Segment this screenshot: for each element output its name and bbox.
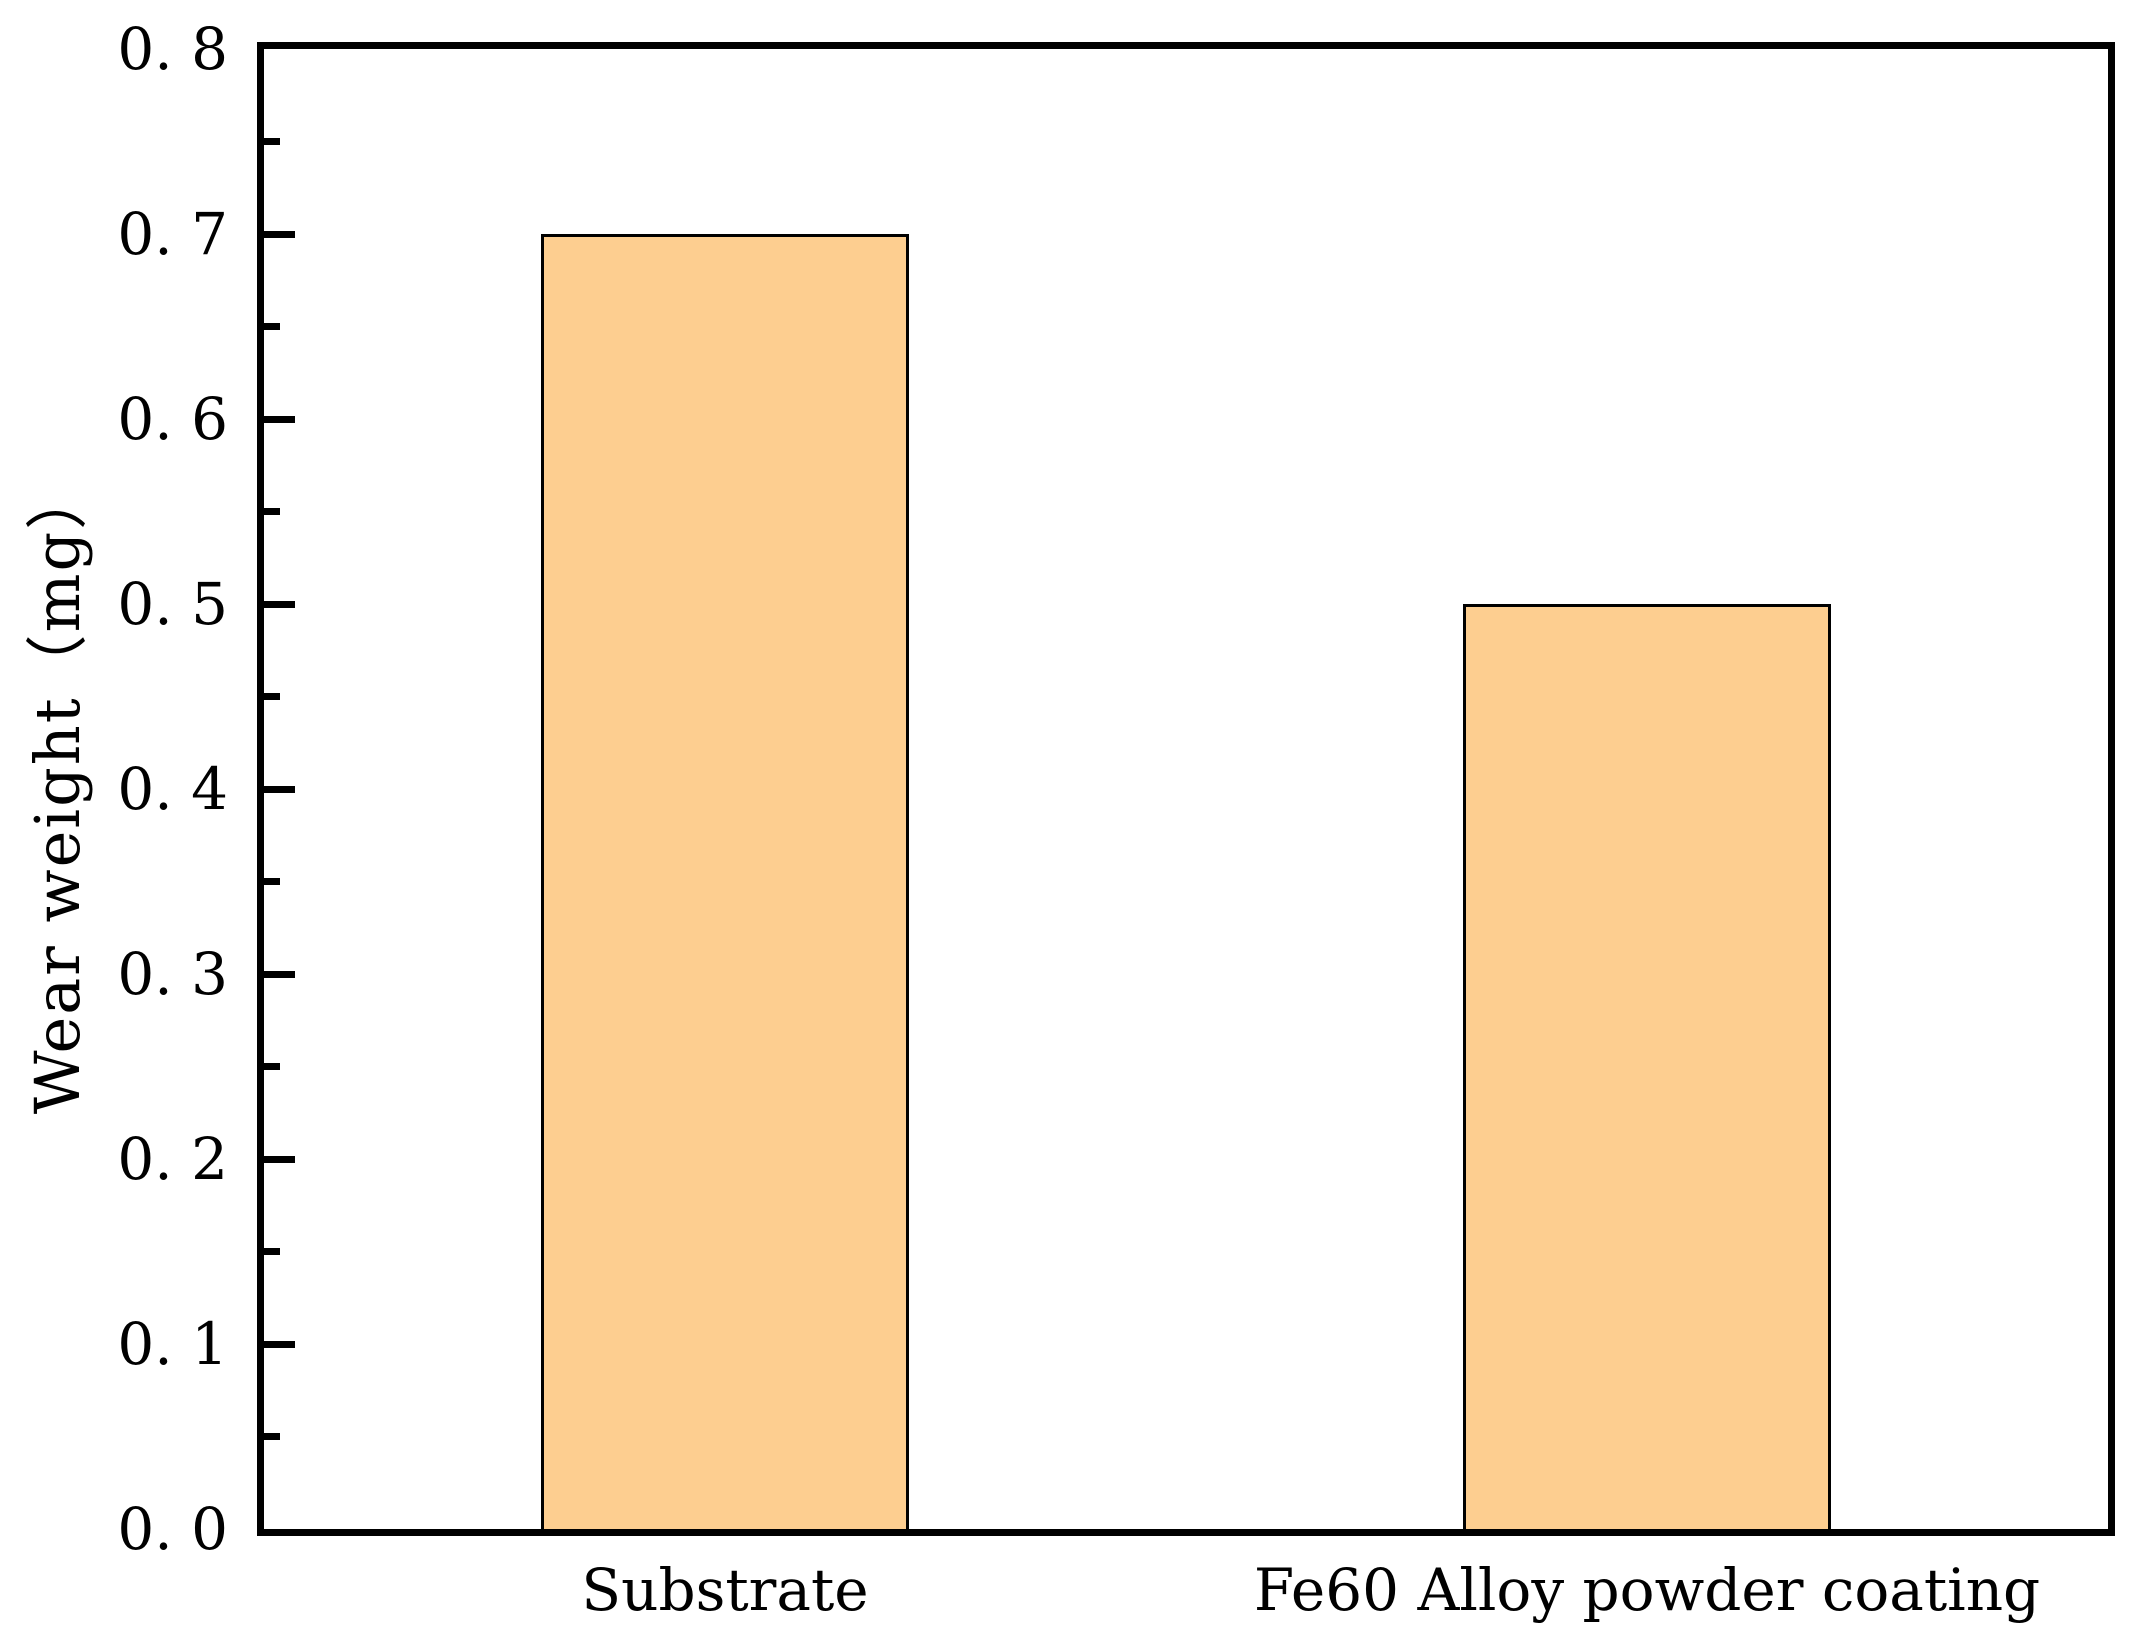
y-major-tick xyxy=(264,415,295,423)
plot-area xyxy=(257,42,2115,1536)
y-minor-tick xyxy=(264,1433,280,1440)
y-major-tick xyxy=(264,1340,295,1348)
y-major-tick xyxy=(264,600,295,608)
y-minor-tick xyxy=(264,878,280,885)
y-tick-label: 0. 3 xyxy=(117,940,228,1008)
y-minor-tick xyxy=(264,323,280,330)
y-tick-label: 0. 1 xyxy=(117,1310,228,1378)
y-tick-label: 0. 5 xyxy=(117,570,228,638)
y-tick-label: 0. 0 xyxy=(117,1495,228,1563)
y-minor-tick xyxy=(264,1248,280,1255)
x-tick-label: Fe60 Alloy powder coating xyxy=(1253,1556,2041,1624)
y-tick-label: 0. 6 xyxy=(117,385,228,453)
bar-2 xyxy=(1462,604,1832,1529)
y-tick-label: 0. 7 xyxy=(117,200,228,268)
y-minor-tick xyxy=(264,508,280,515)
y-minor-tick xyxy=(264,1063,280,1070)
y-major-tick xyxy=(264,785,295,793)
y-major-tick xyxy=(264,230,295,238)
y-tick-label: 0. 4 xyxy=(117,755,228,823)
y-minor-tick xyxy=(264,693,280,700)
bar-1 xyxy=(540,234,910,1529)
y-major-tick xyxy=(264,970,295,978)
y-major-tick xyxy=(264,1155,295,1163)
x-tick-label: Substrate xyxy=(581,1556,869,1624)
y-minor-tick xyxy=(264,138,280,145)
y-tick-label: 0. 2 xyxy=(117,1125,228,1193)
y-tick-label: 0. 8 xyxy=(117,15,228,83)
